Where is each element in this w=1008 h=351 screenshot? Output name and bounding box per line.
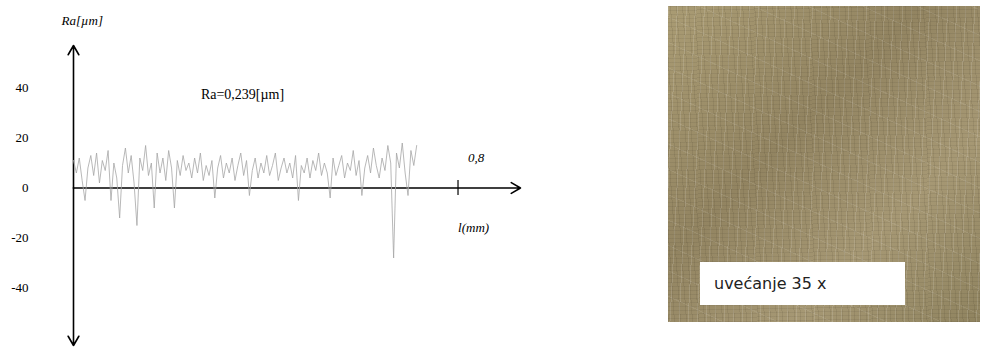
- svg-text:-20: -20: [11, 230, 28, 245]
- svg-text:40: 40: [16, 80, 29, 95]
- svg-text:Ra[µm]: Ra[µm]: [61, 13, 103, 28]
- svg-text:0,8: 0,8: [468, 150, 485, 165]
- svg-text:l(mm): l(mm): [458, 220, 489, 235]
- svg-text:0: 0: [22, 180, 29, 195]
- svg-text:20: 20: [16, 130, 29, 145]
- svg-text:-40: -40: [11, 280, 28, 295]
- svg-text:Ra=0,239[µm]: Ra=0,239[µm]: [201, 87, 284, 102]
- html-text:uvećanje 35 x: uvećanje 35 x: [714, 274, 827, 293]
